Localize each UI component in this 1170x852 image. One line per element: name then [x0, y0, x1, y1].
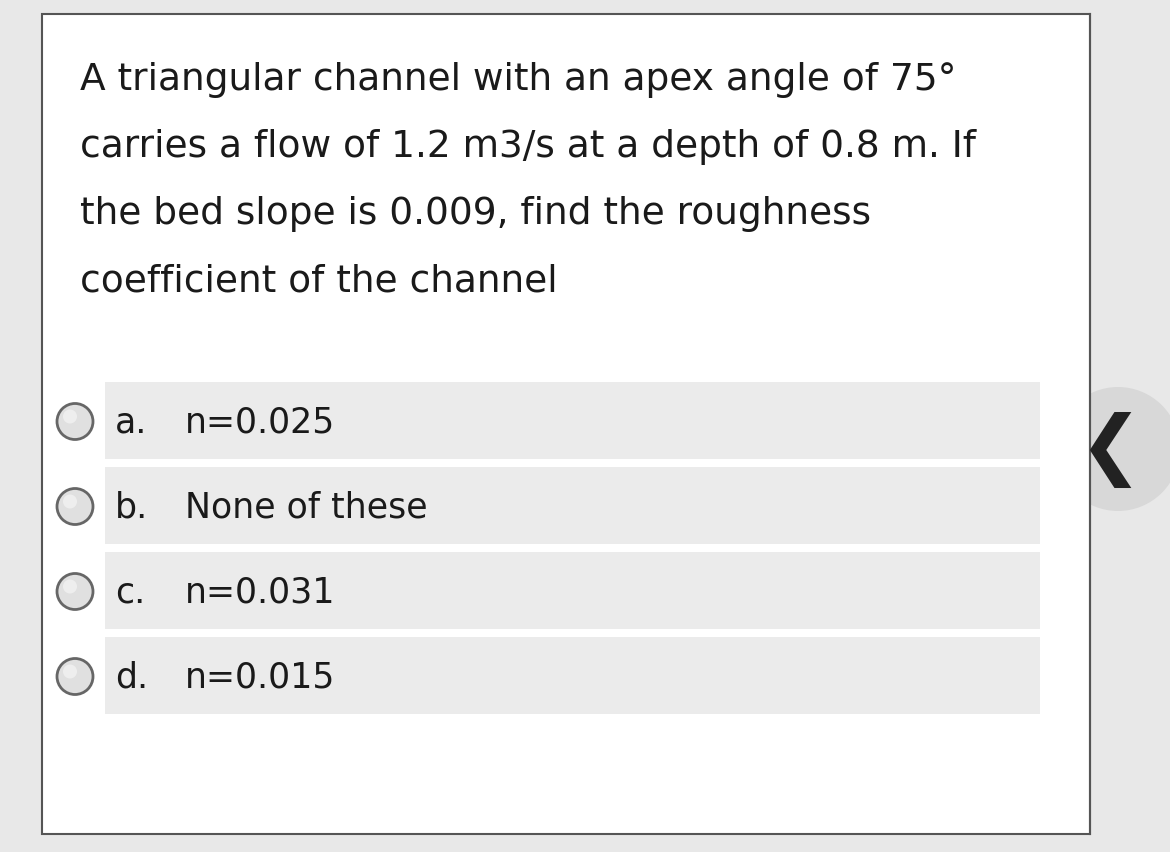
Circle shape: [57, 489, 92, 525]
Circle shape: [63, 495, 77, 509]
FancyBboxPatch shape: [105, 637, 1040, 714]
Circle shape: [63, 580, 77, 594]
Text: carries a flow of 1.2 m3/s at a depth of 0.8 m. If: carries a flow of 1.2 m3/s at a depth of…: [80, 129, 976, 164]
Circle shape: [57, 404, 92, 440]
Text: c.: c.: [115, 575, 145, 609]
Text: b.: b.: [115, 490, 149, 524]
Text: a.: a.: [115, 405, 147, 439]
Text: n=0.031: n=0.031: [185, 575, 336, 609]
FancyBboxPatch shape: [105, 383, 1040, 459]
Text: d.: d.: [115, 659, 149, 694]
Text: ❮: ❮: [1078, 412, 1142, 487]
Text: n=0.015: n=0.015: [185, 659, 336, 694]
FancyBboxPatch shape: [105, 552, 1040, 630]
Text: None of these: None of these: [185, 490, 427, 524]
Circle shape: [57, 574, 92, 610]
Circle shape: [57, 659, 92, 694]
Circle shape: [1057, 388, 1170, 511]
Text: coefficient of the channel: coefficient of the channel: [80, 262, 558, 299]
FancyBboxPatch shape: [42, 15, 1090, 834]
Text: the bed slope is 0.009, find the roughness: the bed slope is 0.009, find the roughne…: [80, 196, 872, 232]
Circle shape: [63, 410, 77, 424]
FancyBboxPatch shape: [105, 468, 1040, 544]
Text: n=0.025: n=0.025: [185, 405, 336, 439]
Circle shape: [63, 665, 77, 679]
Text: A triangular channel with an apex angle of 75°: A triangular channel with an apex angle …: [80, 62, 957, 98]
